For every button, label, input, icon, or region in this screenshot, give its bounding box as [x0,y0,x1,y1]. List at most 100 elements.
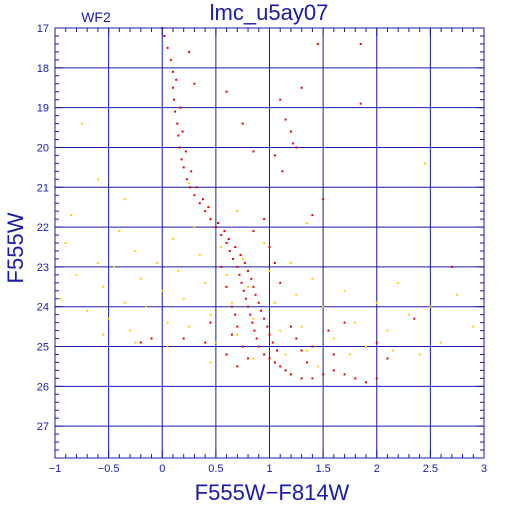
y-tick-label-10: 27 [37,421,49,433]
data-point-s1-29 [247,305,250,308]
data-point-s0-45 [311,277,314,280]
data-point-s0-55 [418,353,421,356]
data-point-s1-33 [255,337,258,340]
x-tick-label-4: 1 [266,463,272,475]
data-point-s0-50 [365,345,368,348]
data-point-s0-36 [263,242,266,244]
data-point-s1-100 [359,42,362,45]
data-point-s0-60 [80,122,83,125]
data-point-s0-67 [134,341,137,344]
data-point-s0-62 [123,198,126,201]
data-point-s0-13 [139,277,142,280]
data-point-s1-52 [184,150,187,153]
y-axis-label: F555W [3,212,28,283]
data-point-s0-48 [343,289,346,292]
data-point-s0-47 [332,337,335,340]
y-tick-label-9: 26 [37,381,49,393]
data-point-s1-42 [311,377,314,380]
data-point-s1-31 [251,321,254,324]
x-tick-label-3: 0.5 [208,463,223,475]
data-point-s0-0 [70,214,73,217]
data-point-s0-37 [268,269,271,272]
data-point-s1-68 [259,309,262,312]
data-point-s1-117 [150,337,153,340]
data-point-s1-121 [225,90,228,93]
x-tick-label-1: −0.5 [98,463,120,475]
data-point-s0-30 [230,301,233,304]
data-point-s0-57 [440,341,443,344]
data-point-s1-3 [169,58,172,61]
data-point-s1-122 [241,122,244,125]
data-point-s1-60 [234,245,237,248]
data-point-s1-56 [207,206,210,209]
data-point-s0-49 [354,321,357,324]
x-tick-label-5: 1.5 [315,463,330,475]
y-tick-label-4: 21 [37,182,49,194]
data-point-s0-68 [102,333,105,336]
data-point-s0-11 [129,329,132,332]
data-point-s0-2 [75,273,78,276]
y-tick-label-0: 17 [37,23,49,35]
data-point-s1-57 [217,222,220,225]
data-point-s0-25 [204,281,207,284]
data-point-s1-10 [178,146,181,149]
data-point-s1-58 [223,230,226,233]
y-tick-label-3: 20 [37,142,49,154]
data-point-s0-5 [96,261,99,264]
data-point-s1-88 [311,345,314,348]
data-point-s1-106 [332,353,335,356]
data-point-s1-26 [240,281,243,284]
data-point-s0-54 [407,313,410,316]
x-tick-label-8: 3 [481,463,487,475]
data-point-s1-48 [375,377,378,380]
data-point-s1-86 [300,349,303,352]
data-point-s1-83 [234,313,237,316]
data-point-s0-41 [289,261,292,264]
data-point-s1-65 [252,285,255,288]
data-point-s1-38 [279,365,282,368]
data-point-s0-74 [391,349,394,352]
data-point-s1-62 [243,261,246,264]
data-point-s1-34 [257,345,260,348]
data-point-s0-21 [182,297,185,300]
data-point-s0-71 [252,357,255,360]
x-tick-label-6: 2 [374,463,380,475]
data-point-s1-87 [306,361,309,364]
data-point-s1-104 [375,341,378,344]
data-point-s1-46 [354,377,357,380]
data-point-s1-99 [316,42,319,45]
data-point-s0-66 [424,162,427,165]
data-point-s1-59 [227,238,230,241]
data-point-s1-37 [273,361,276,364]
data-point-s1-64 [250,277,253,280]
data-point-s1-21 [225,242,228,244]
axes: −1 −0.5 0 0.5 1 1.5 2 2.5 3 17 18 19 20 21 22 23 24 25 26 2… [37,23,487,475]
data-point-s1-32 [253,329,256,332]
data-point-s1-116 [182,337,185,340]
data-point-s0-1 [64,242,67,244]
data-point-s0-39 [279,329,282,332]
data-point-s1-112 [273,261,276,264]
data-point-s1-66 [254,293,257,296]
data-point-s1-30 [249,313,252,316]
data-point-s1-71 [268,333,271,336]
data-point-s1-105 [386,357,389,360]
data-point-s1-13 [185,178,188,181]
data-point-s1-49 [175,78,178,81]
data-point-s1-75 [225,285,228,288]
data-point-s0-65 [306,222,309,225]
x-tick-label-7: 2.5 [423,463,438,475]
data-point-s0-4 [86,309,89,312]
data-point-s1-40 [289,373,292,376]
data-point-s0-9 [112,265,115,268]
data-point-s0-64 [236,210,239,213]
y-tick-label-5: 22 [37,222,49,234]
data-point-s1-84 [289,325,292,328]
data-point-s1-74 [220,265,223,268]
data-point-s1-110 [252,230,255,233]
data-point-s1-1 [163,34,166,37]
data-point-s1-22 [228,249,231,252]
data-point-s1-12 [182,166,185,169]
data-point-s0-29 [225,273,228,276]
